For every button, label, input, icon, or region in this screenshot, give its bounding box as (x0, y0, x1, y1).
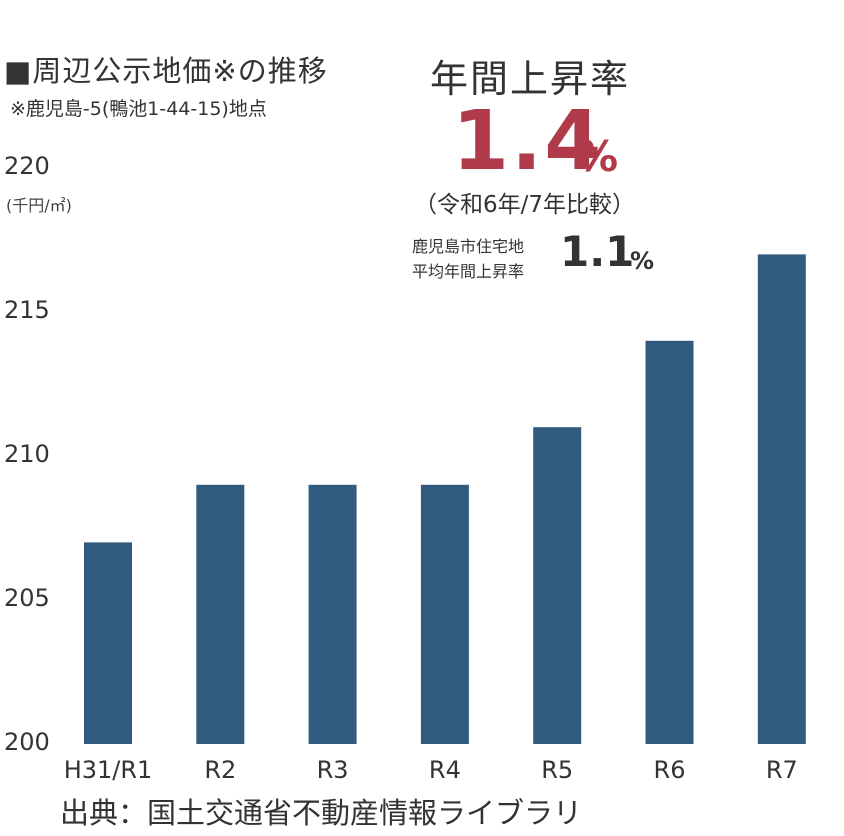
city-rate-unit: % (630, 247, 655, 275)
y-axis-unit: (千円/㎡) (6, 196, 72, 215)
x-tick-label: R6 (654, 756, 686, 784)
bar-H31/R1 (84, 542, 132, 744)
x-tick-label: R3 (317, 756, 349, 784)
source-note: 出典：国土交通省不動産情報ライブラリ (60, 796, 583, 830)
y-tick-label: 210 (4, 440, 50, 468)
headline-comparison: （令和6年/7年比較） (414, 192, 636, 218)
bar-R6 (645, 340, 694, 744)
chart-subtitle: ※鹿児島-5(鴨池1-44-15)地点 (10, 98, 267, 120)
chart-title: ■周辺公示地価※の推移 (4, 54, 328, 88)
headline-label: 年間上昇率 (430, 57, 631, 101)
bar-R3 (308, 484, 357, 744)
x-tick-label: R2 (204, 756, 236, 784)
x-tick-label: R4 (429, 756, 461, 784)
city-rate: 1.1 (560, 227, 635, 276)
x-tick-label: H31/R1 (64, 756, 153, 784)
x-tick-label: R7 (766, 756, 798, 784)
y-tick-label: 215 (4, 296, 50, 324)
headline-rate: 1.4 (452, 94, 604, 189)
bar-R4 (420, 484, 469, 744)
bar-R2 (196, 484, 245, 744)
x-tick-label: R5 (541, 756, 573, 784)
y-tick-label: 220 (4, 152, 50, 180)
city-label-line1: 鹿児島市住宅地 (412, 237, 525, 256)
y-tick-label: 200 (4, 728, 50, 756)
bar-R5 (533, 427, 582, 744)
city-label-line2: 平均年間上昇率 (412, 262, 525, 281)
y-tick-label: 205 (4, 584, 50, 612)
bar-R7 (757, 254, 806, 744)
headline-rate-unit: % (576, 132, 619, 181)
